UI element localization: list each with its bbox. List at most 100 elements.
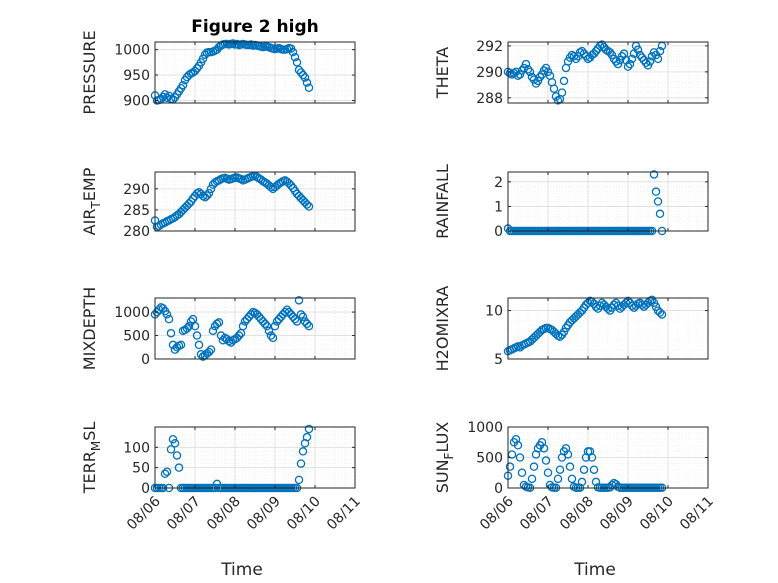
data-point xyxy=(527,474,537,484)
subplot-air-temp: 280 285 290 AIRTEMP xyxy=(80,167,356,240)
data-point xyxy=(292,317,302,326)
data-point xyxy=(563,450,573,459)
data-point xyxy=(587,453,597,462)
data-point xyxy=(182,324,192,333)
data-point xyxy=(290,53,300,62)
data-point xyxy=(591,302,601,311)
data-point xyxy=(204,188,214,198)
data-point xyxy=(294,475,304,485)
y-axis-label: MIXDEPTH xyxy=(80,287,99,370)
data-point xyxy=(270,321,280,331)
y-tick-label: 100 xyxy=(123,440,150,456)
data-point xyxy=(607,480,617,490)
data-point xyxy=(172,451,182,460)
data-point xyxy=(302,319,312,329)
data-point xyxy=(184,321,194,331)
x-tick-label: 08/06 xyxy=(477,493,517,533)
data-point xyxy=(655,308,665,317)
data-point xyxy=(581,52,591,61)
data-point xyxy=(160,469,170,479)
y-axis-label: RAINFALL xyxy=(433,164,452,239)
data-point xyxy=(505,68,515,78)
x-tick-label: 08/07 xyxy=(517,494,557,534)
data-point xyxy=(168,434,178,444)
data-point xyxy=(655,209,665,219)
data-point xyxy=(649,170,659,179)
axes-box xyxy=(154,41,356,104)
y-tick-label: 285 xyxy=(123,203,150,219)
subplot-sun-flux: 0 500 1000 SUNFLUX 08/06 08/07 08/08 08/09 08/10… xyxy=(433,420,717,580)
data-point xyxy=(637,53,647,62)
data-point xyxy=(549,84,559,93)
data-point xyxy=(543,468,553,477)
data-point xyxy=(286,181,296,190)
data-point xyxy=(627,54,637,64)
data-point xyxy=(264,326,274,336)
data-point xyxy=(206,345,216,354)
subplot-rainfall: 0 1 2 RAINFALL xyxy=(433,164,709,240)
data-point xyxy=(513,71,523,80)
data-point xyxy=(553,474,563,484)
data-point xyxy=(276,178,286,187)
data-point xyxy=(609,300,619,310)
y-tick-label: 10 xyxy=(485,304,503,320)
subplot-theta: 288 290 292 THETA xyxy=(433,39,709,107)
data-point xyxy=(268,333,278,343)
x-axis-label: Time xyxy=(573,560,616,580)
data-point xyxy=(296,68,306,77)
data-point xyxy=(577,477,587,487)
y-tick-label: 1000 xyxy=(114,305,150,321)
data-point xyxy=(302,78,312,87)
subplot-h2omixra: 5 10 H2OMIXRA xyxy=(433,286,709,372)
y-axis-label: H2OMIXRA xyxy=(433,286,452,372)
data-point xyxy=(218,335,228,345)
x-tick-label: 08/10 xyxy=(637,494,677,534)
data-point xyxy=(637,300,647,310)
y-tick-label: 1 xyxy=(494,199,503,215)
data-point xyxy=(589,49,599,58)
y-tick-label: 292 xyxy=(476,39,503,55)
data-point xyxy=(298,312,308,322)
data-point xyxy=(290,314,300,324)
x-tick-label: 08/11 xyxy=(677,494,717,534)
data-point xyxy=(579,49,589,58)
axes-box xyxy=(154,426,356,489)
data-point xyxy=(531,79,541,88)
data-point xyxy=(298,70,308,80)
data-point xyxy=(164,314,174,324)
y-tick-label: 290 xyxy=(123,182,150,198)
data-point xyxy=(266,331,276,340)
x-tick-label: 08/09 xyxy=(597,494,637,534)
data-point xyxy=(188,194,198,203)
data-point xyxy=(505,462,515,471)
data-point xyxy=(206,184,216,194)
data-point xyxy=(611,57,621,66)
y-tick-label: 0 xyxy=(494,224,503,240)
x-tick-label: 08/08 xyxy=(204,494,244,534)
data-point xyxy=(208,326,218,336)
data-point xyxy=(212,319,222,329)
series-markers xyxy=(150,171,314,232)
x-tick-label: 08/09 xyxy=(244,494,284,534)
data-point xyxy=(525,67,535,77)
y-tick-label: 50 xyxy=(132,461,150,477)
data-point xyxy=(527,72,537,82)
data-point xyxy=(569,52,579,61)
data-point xyxy=(559,76,569,86)
data-point xyxy=(529,462,539,471)
data-point xyxy=(194,340,204,350)
figure-title: Figure 2 high xyxy=(191,17,319,37)
axes-box xyxy=(154,171,356,232)
data-point xyxy=(591,46,601,56)
data-point xyxy=(224,336,234,346)
y-tick-label: 950 xyxy=(123,68,150,84)
data-point xyxy=(294,65,304,75)
data-point xyxy=(190,321,200,331)
y-tick-label: 500 xyxy=(476,451,503,467)
data-point xyxy=(597,40,607,49)
data-point xyxy=(591,477,601,487)
y-axis-label: THETA xyxy=(433,47,452,99)
data-point xyxy=(605,48,615,57)
axes-box xyxy=(507,41,709,104)
